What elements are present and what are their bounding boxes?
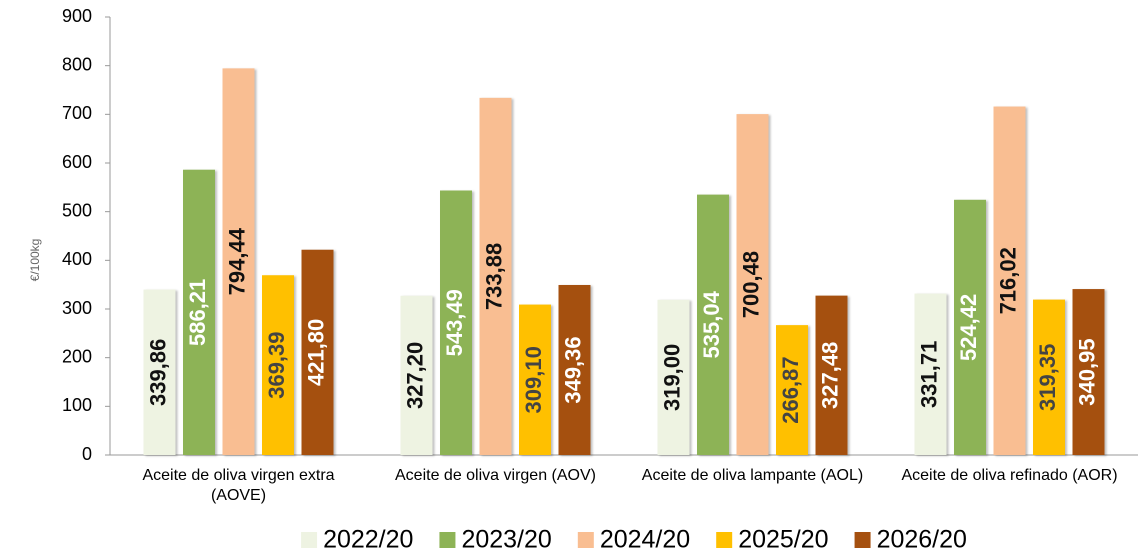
legend-label: 2025/20 [738, 526, 828, 554]
data-label: 319,00 [659, 344, 684, 411]
data-label: 349,36 [560, 336, 585, 403]
bar [1072, 289, 1105, 455]
bar [262, 275, 294, 455]
data-label: 700,48 [738, 251, 763, 318]
data-label: 340,95 [1074, 338, 1099, 405]
y-tick-label: 100 [62, 395, 92, 415]
data-label: 266,87 [778, 356, 803, 423]
bar [914, 293, 947, 455]
data-label: 309,10 [521, 346, 546, 413]
data-label: 535,04 [699, 290, 724, 358]
x-tick-label: Aceite de oliva refinado (AOR) [901, 467, 1117, 484]
bar [657, 299, 690, 455]
legend-swatch [439, 532, 456, 548]
bar [558, 284, 591, 455]
bar [697, 194, 729, 455]
bar [183, 169, 215, 456]
bar [479, 97, 512, 456]
y-tick-label: 400 [62, 249, 92, 269]
data-label: 331,71 [916, 341, 941, 408]
bar [301, 249, 334, 455]
data-label: 524,42 [956, 294, 981, 361]
bar [776, 325, 808, 455]
x-tick-label: Aceite de oliva virgen extra (AOVE) [142, 467, 334, 504]
data-label: 586,21 [185, 279, 210, 346]
legend-label: 2022/20 [323, 526, 413, 554]
y-tick-label: 200 [62, 346, 92, 366]
data-label: 421,80 [303, 319, 328, 386]
bar [736, 114, 769, 455]
y-tick-label: 700 [62, 103, 92, 123]
y-tick-label: 600 [62, 152, 92, 172]
data-label: 733,88 [481, 243, 506, 310]
legend-label: 2024/20 [600, 526, 690, 554]
x-tick-label: Aceite de oliva lampante (AOL) [642, 467, 863, 484]
data-label: 716,02 [995, 247, 1020, 314]
legend-swatch [577, 532, 594, 548]
bar [440, 190, 472, 455]
legend-label: 2023/20 [461, 526, 551, 554]
data-label: 327,48 [817, 342, 842, 409]
bar [222, 68, 255, 456]
data-label: 327,20 [402, 342, 427, 409]
legend-label: 2026/20 [877, 526, 967, 554]
data-label: 794,44 [224, 227, 249, 295]
data-label: 543,49 [442, 289, 467, 356]
bar [954, 199, 986, 455]
data-label: 339,86 [145, 339, 170, 406]
x-tick-label: Aceite de oliva virgen (AOV) [395, 467, 596, 484]
legend-swatch [716, 532, 733, 548]
bar [1033, 299, 1065, 455]
legend-swatch [301, 532, 318, 548]
legend-swatch [854, 532, 871, 548]
bar [815, 295, 848, 455]
y-tick-label: 900 [62, 6, 92, 26]
data-label: 369,39 [264, 331, 289, 398]
bar [519, 304, 551, 455]
bar [993, 106, 1026, 456]
y-tick-label: 0 [82, 444, 92, 464]
y-tick-label: 300 [62, 298, 92, 318]
y-tick-label: 500 [62, 200, 92, 220]
data-label: 319,35 [1035, 344, 1060, 411]
bar [400, 295, 433, 455]
y-axis-label: €/100kg [28, 239, 42, 282]
y-tick-label: 800 [62, 54, 92, 74]
bar [143, 289, 176, 455]
